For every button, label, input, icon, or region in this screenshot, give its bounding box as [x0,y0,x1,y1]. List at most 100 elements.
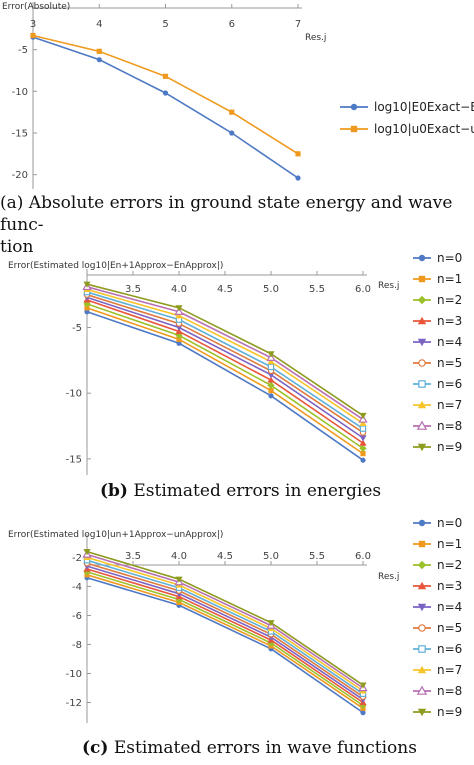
legend-label: n=4 [437,335,462,349]
legend-marker [417,708,427,717]
caption-c-label: (c) [82,738,109,758]
y-tick-label: -10 [66,389,82,400]
data-point [295,151,301,157]
legend-label: n=0 [437,251,462,265]
legend-label: log10|u0Exact−u0jApprox| [374,122,474,136]
legend-label: n=2 [437,293,462,307]
data-point [162,73,169,79]
chart-c-ylabel: Error(Estimated log10|un+1Approx−unAppro… [8,530,223,540]
series-line-0 [32,36,299,179]
legend-marker [417,581,427,590]
data-point [84,305,90,311]
caption-a-line2: tion [0,237,34,257]
legend-label: n=2 [437,558,462,572]
legend-label: n=8 [437,684,462,698]
chart-c: 3.5 4.0 4.5 5.0 5.5 6.0 -2 -4 -6 -8 -10 -12 Error(E… [8,516,462,723]
data-point [268,387,274,394]
series-line-5 [86,562,364,698]
data-point [267,620,275,627]
data-point [359,439,367,446]
data-point [360,710,366,716]
y-tick-label: -15 [66,454,82,465]
data-point [84,309,90,315]
data-point [267,358,275,365]
x-tick-label: 6 [229,19,235,30]
chart-b-xlabel: Res.j [378,281,399,291]
x-tick-label: 5.5 [309,284,325,295]
data-point [229,130,235,136]
x-tick-label: 3.5 [125,284,141,295]
series-line-6 [86,559,364,695]
legend-label: n=8 [437,419,462,433]
y-tick-label: -4 [72,582,82,593]
legend-marker [418,624,426,632]
data-point [83,549,91,556]
data-point [162,90,169,96]
series-line-4 [86,296,364,439]
data-point [359,425,367,432]
legend-marker [417,603,427,612]
legend-marker [417,443,427,452]
data-point [96,57,102,63]
chart-b-ylabel: Error(Estimated log10|En+1Approx−EnAppro… [8,261,223,271]
chart-c-legend: n=0 n=1 n=2 n=3 n=4 n=5 n=6 n=7 n=8 n=9 [413,516,462,719]
chart-c-plot: 3.5 4.0 4.5 5.0 5.5 6.0 -2 -4 -6 -8 -10 -12 [66,534,371,723]
x-tick-label: 4.5 [217,284,233,295]
data-point [175,576,183,583]
x-tick-label: 4.0 [171,284,187,295]
x-tick-label: 5.0 [263,551,279,562]
data-point [175,305,183,312]
data-point [229,109,235,115]
caption-c-text: Estimated errors in wave functions [113,738,417,758]
series-line-9 [86,283,364,417]
legend-marker [417,316,427,325]
y-tick-label: -5 [72,323,82,334]
y-tick-label: -5 [18,45,28,56]
legend-marker [417,665,427,674]
chart-c-xlabel: Res.j [378,572,399,582]
series-line-1 [86,307,364,455]
y-tick-label: -15 [12,129,28,140]
legend-marker [418,380,426,388]
data-point [176,340,182,346]
legend-marker [416,685,428,695]
caption-a: (a) Absolute errors in ground state ener… [0,192,474,258]
legend-marker [350,103,358,111]
series-line-7 [86,556,364,692]
x-tick-label: 5.0 [263,284,279,295]
data-point [268,393,274,399]
series-line-2 [86,571,364,707]
x-tick-label: 5 [162,19,168,30]
y-tick-label: -10 [12,87,28,98]
series-line-7 [86,288,364,425]
legend-label: log10|E0Exact−E0jApprox| [374,100,474,114]
legend-marker [418,275,426,283]
legend-marker [418,645,426,653]
data-point [83,281,91,288]
series-line-3 [86,568,364,704]
series-line-5 [86,293,364,434]
series-line-9 [86,550,364,686]
legend-marker [417,338,427,347]
chart-b-plot: 3.5 4.0 4.5 5.0 5.5 6.0 -5 -10 -15 [66,269,371,475]
legend-label: n=6 [437,642,462,656]
data-point [359,435,367,442]
series-line-1 [86,574,364,709]
legend-marker [418,540,426,548]
x-tick-label: 3.5 [125,551,141,562]
series-line-4 [86,565,364,701]
x-tick-label: 6.0 [355,284,371,295]
y-tick-label: -6 [72,611,82,622]
legend-label: n=7 [437,663,462,677]
legend-label: n=1 [437,537,462,551]
y-tick-label: -2 [72,553,82,564]
x-tick-label: 4.5 [217,551,233,562]
data-point [360,451,366,457]
caption-b-text: Estimated errors in energies [133,481,382,501]
data-point [96,48,102,54]
series-line-3 [86,299,364,444]
legend-marker [350,125,358,133]
caption-b: (b) Estimated errors in energies [100,480,400,502]
x-tick-label: 3 [30,19,36,30]
data-point [175,312,183,319]
